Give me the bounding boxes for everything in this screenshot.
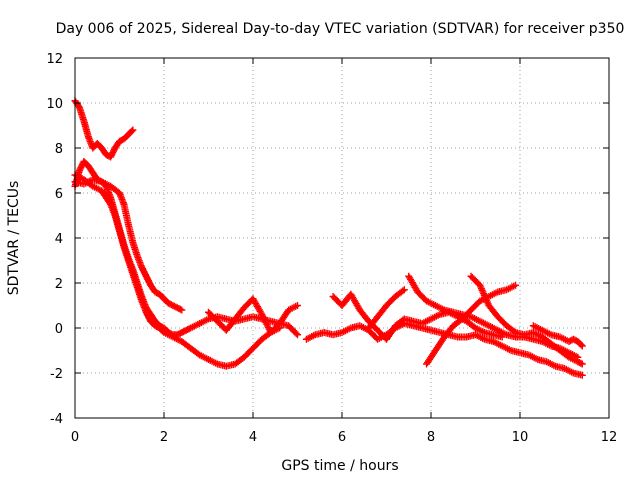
x-tick-label: 8 <box>427 430 435 445</box>
data-points <box>71 97 586 379</box>
data-point <box>512 281 520 289</box>
y-tick-label: 4 <box>55 232 63 247</box>
gridlines <box>75 58 609 418</box>
data-point <box>294 331 301 339</box>
y-axis-label: SDTVAR / TECUs <box>6 181 22 296</box>
series-sat-track-5 <box>205 295 301 336</box>
x-axis-label: GPS time / hours <box>281 458 398 474</box>
data-point <box>577 341 585 349</box>
y-tick-label: 6 <box>55 187 63 202</box>
x-tick-label: 12 <box>601 430 618 445</box>
series-sat-track-1 <box>71 97 137 161</box>
x-tick-label: 10 <box>512 430 529 445</box>
data-point <box>129 126 137 134</box>
data-point <box>75 102 83 110</box>
y-tick-label: -2 <box>50 367 63 382</box>
series-sat-track-8 <box>365 286 408 332</box>
data-point <box>176 305 184 313</box>
y-tick-label: 0 <box>55 322 63 337</box>
data-point <box>106 199 114 207</box>
data-point <box>128 127 136 135</box>
data-point <box>578 360 586 368</box>
y-tick-label: -4 <box>50 412 63 427</box>
x-tick-label: 2 <box>160 430 168 445</box>
data-point <box>578 342 586 350</box>
y-tick-label: 12 <box>46 52 63 67</box>
axis-ticks: 0 2 4 6 8 10 12 -4 -2 0 2 4 6 8 10 12 <box>46 52 617 445</box>
series-sat-track-3 <box>71 171 284 370</box>
x-tick-label: 6 <box>338 430 346 445</box>
data-point <box>578 371 586 379</box>
data-point <box>399 287 407 295</box>
series-sat-track-11 <box>467 272 586 368</box>
data-point <box>400 286 408 294</box>
x-tick-label: 0 <box>71 430 79 445</box>
series-sat-track-4 <box>71 176 186 314</box>
series-sat-track-7 <box>329 290 506 343</box>
y-tick-label: 8 <box>55 142 63 157</box>
data-point <box>292 329 300 337</box>
series-sat-track-12 <box>529 322 586 350</box>
y-tick-label: 2 <box>55 277 63 292</box>
data-point <box>510 327 518 335</box>
data-point <box>178 306 186 314</box>
x-tick-label: 4 <box>249 430 257 445</box>
chart-title: Day 006 of 2025, Sidereal Day-to-day VTE… <box>56 21 625 37</box>
data-point <box>294 302 301 309</box>
y-tick-label: 10 <box>46 97 63 112</box>
data-point <box>577 359 585 367</box>
